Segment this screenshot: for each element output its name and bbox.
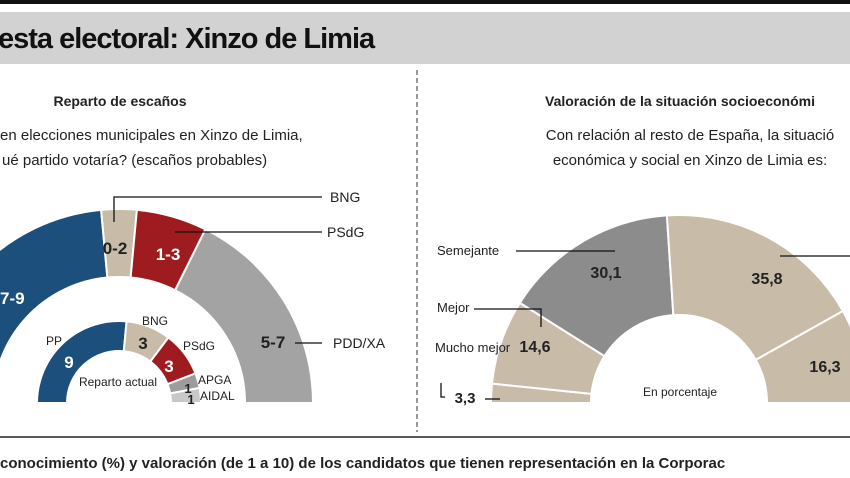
value-mucho-peor: 16,3 (809, 359, 840, 376)
socioeconomic-chart (489, 214, 850, 404)
segment-semejante (518, 214, 675, 358)
center-label-left: Reparto actual (79, 375, 157, 389)
center-label-text: Reparto actual (79, 375, 157, 389)
label-psdg-outer: 1-3 (156, 245, 181, 264)
segment-pdd-xa (173, 227, 315, 404)
legend-bng-inner: BNG (142, 314, 168, 328)
legend-apga-inner: APGA (198, 373, 231, 387)
label-pp-outer: 7-9 (0, 289, 25, 308)
label-psdg-inner: 3 (164, 357, 173, 376)
right-heading: Valoración de la situación socioeconómi (545, 93, 815, 109)
value-mejor: 14,6 (519, 339, 550, 356)
top-rule (0, 0, 850, 4)
seats-labels: 7-9 0-2 1-3 5-7 9 3 3 1 1 (0, 239, 285, 407)
segment-aidal (168, 386, 203, 404)
seats-legend: BNG PSdG PDD/XA PP BNG PSdG APGA AIDAL R… (46, 189, 386, 403)
segment-value-16-3 (754, 309, 850, 404)
value-peor: 35,8 (751, 271, 782, 288)
legend-bng: BNG (330, 189, 360, 205)
left-question-2: ué partido votaría? (escaños probables) (2, 152, 267, 169)
right-question-1: Con relación al resto de España, la situ… (546, 127, 835, 144)
legend-psdg-inner: PSdG (183, 339, 215, 353)
label-aidal-inner: 1 (187, 392, 194, 407)
label-pdd-outer: 5-7 (261, 333, 286, 352)
legend-mucho-mejor: Mucho mejor (435, 340, 511, 355)
value-mucho-mejor: 3,3 (455, 390, 476, 407)
seats-chart (0, 208, 315, 404)
value-semejante: 30,1 (590, 265, 621, 282)
legend-semejante: Semejante (437, 243, 499, 258)
legend-pp-inner: PP (46, 334, 62, 348)
segment-pp (0, 208, 109, 365)
footer-caption: conocimiento (%) y valoración (de 1 a 10… (0, 455, 725, 472)
title-band (0, 12, 850, 64)
right-question-2: económica y social en Xinzo de Limia es: (553, 152, 827, 169)
center-label-right: En porcentaje (643, 385, 717, 399)
segment-value-35-8 (665, 214, 845, 362)
label-bng-outer: 0-2 (103, 239, 128, 258)
left-heading: Reparto de escaños (53, 93, 186, 109)
label-bng-inner: 3 (138, 334, 147, 353)
label-apga-inner: 1 (184, 381, 191, 396)
legend-pdd: PDD/XA (333, 335, 386, 351)
legend-aidal-inner: AIDAL (200, 389, 235, 403)
left-question-1: en elecciones municipales en Xinzo de Li… (0, 127, 303, 144)
socio-labels: 30,1 35,8 14,6 16,3 3,3 Semejante Mejor … (435, 243, 850, 407)
legend-psdg: PSdG (327, 224, 364, 240)
page-title: esta electoral: Xinzo de Limia (0, 23, 376, 55)
legend-mejor: Mejor (437, 300, 470, 315)
label-pp-inner: 9 (64, 353, 73, 372)
